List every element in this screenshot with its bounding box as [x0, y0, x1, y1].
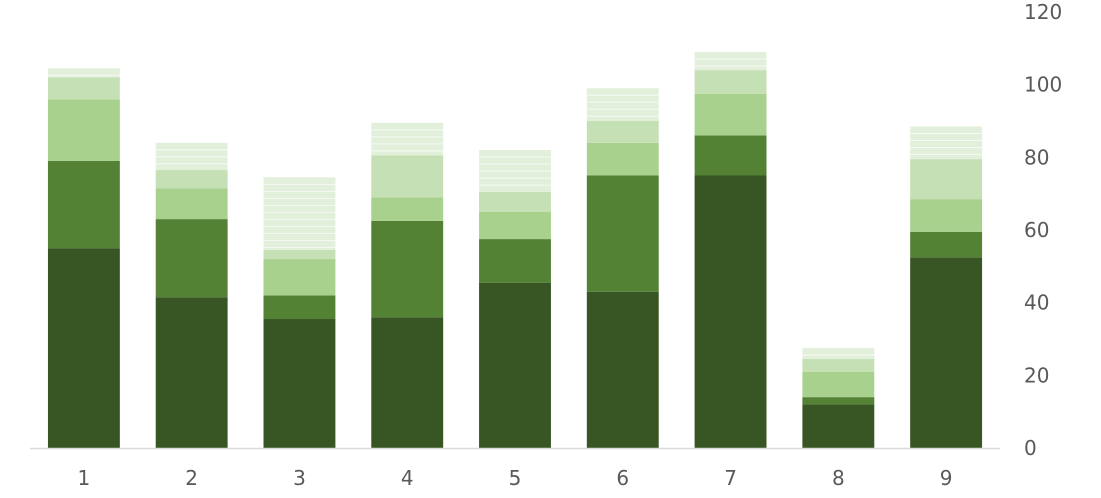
bar-segment-2-s2 — [155, 219, 228, 298]
x-tick-label: 2 — [185, 466, 198, 490]
bar-segment-6-s5 — [586, 88, 659, 121]
bar-segment-5-s4 — [479, 191, 551, 212]
bar-segment-8-s3 — [802, 371, 875, 398]
bar-segment-4-s1 — [371, 317, 444, 448]
bar-segment-1-s5 — [47, 68, 120, 78]
y-tick-label: 0 — [1024, 436, 1037, 460]
bar-segment-3-s4 — [263, 249, 336, 260]
bar-segment-2-s4 — [155, 170, 228, 189]
bar-segment-5-s1 — [479, 282, 551, 448]
bar-segment-3-s2 — [263, 295, 336, 320]
bar-segment-1-s3 — [47, 99, 120, 161]
bar-segment-9-s4 — [910, 159, 983, 200]
x-tick-label: 1 — [78, 466, 91, 490]
bar-segment-9-s3 — [910, 199, 983, 232]
bar-segment-8-s2 — [802, 397, 875, 405]
bar-segment-6-s3 — [586, 142, 659, 176]
bar-segment-1-s2 — [47, 160, 120, 249]
bar-segment-3-s1 — [263, 319, 336, 448]
x-tick-label: 8 — [832, 466, 845, 490]
y-tick-label: 100 — [1024, 73, 1062, 97]
bar-segment-2-s3 — [155, 188, 228, 220]
x-tick-label: 3 — [293, 466, 306, 490]
bar-segment-6-s4 — [586, 121, 659, 143]
x-tick-label: 6 — [616, 466, 629, 490]
bar-segment-7-s5 — [694, 51, 767, 71]
bar-segment-5-s2 — [479, 239, 551, 283]
bar-segment-8-s5 — [802, 348, 875, 359]
bar-segment-8-s1 — [802, 404, 875, 448]
y-tick-label: 40 — [1024, 291, 1049, 315]
bar-segment-9-s5 — [910, 126, 983, 160]
bar-segment-9-s2 — [910, 231, 983, 258]
x-tick-label: 7 — [724, 466, 737, 490]
bar-segment-6-s1 — [586, 291, 659, 448]
bar-segment-7-s4 — [694, 70, 767, 94]
bar-segment-4-s5 — [371, 122, 444, 156]
y-tick-label: 80 — [1024, 145, 1049, 169]
bar-segment-4-s4 — [371, 155, 444, 198]
bar-segment-7-s3 — [694, 93, 767, 136]
bar-segment-7-s2 — [694, 135, 767, 176]
y-tick-label: 60 — [1024, 218, 1049, 242]
bar-segment-3-s5 — [263, 177, 336, 250]
x-tick-label: 4 — [401, 466, 414, 490]
bar-segment-1-s1 — [47, 248, 120, 448]
bar-segment-5-s3 — [479, 211, 551, 240]
bar-segment-7-s1 — [694, 175, 767, 448]
bar-segment-1-s4 — [47, 77, 120, 100]
bar-segment-3-s3 — [263, 259, 336, 296]
y-tick-label: 120 — [1024, 0, 1062, 24]
bar-segment-4-s3 — [371, 197, 444, 221]
bar-segment-4-s2 — [371, 220, 444, 318]
bar-segment-8-s4 — [802, 358, 875, 372]
bars-group — [47, 51, 983, 448]
x-tick-label: 5 — [509, 466, 522, 490]
bar-segment-6-s2 — [586, 175, 659, 292]
y-tick-label: 20 — [1024, 363, 1049, 387]
y-tick-labels: 0 20 40 60 80 100 120 — [1024, 0, 1062, 460]
x-tick-label: 9 — [940, 466, 953, 490]
x-tick-labels: 1 2 3 4 5 6 7 8 9 — [78, 466, 953, 490]
bar-segment-2-s1 — [155, 297, 228, 448]
bar-segment-9-s1 — [910, 257, 983, 448]
